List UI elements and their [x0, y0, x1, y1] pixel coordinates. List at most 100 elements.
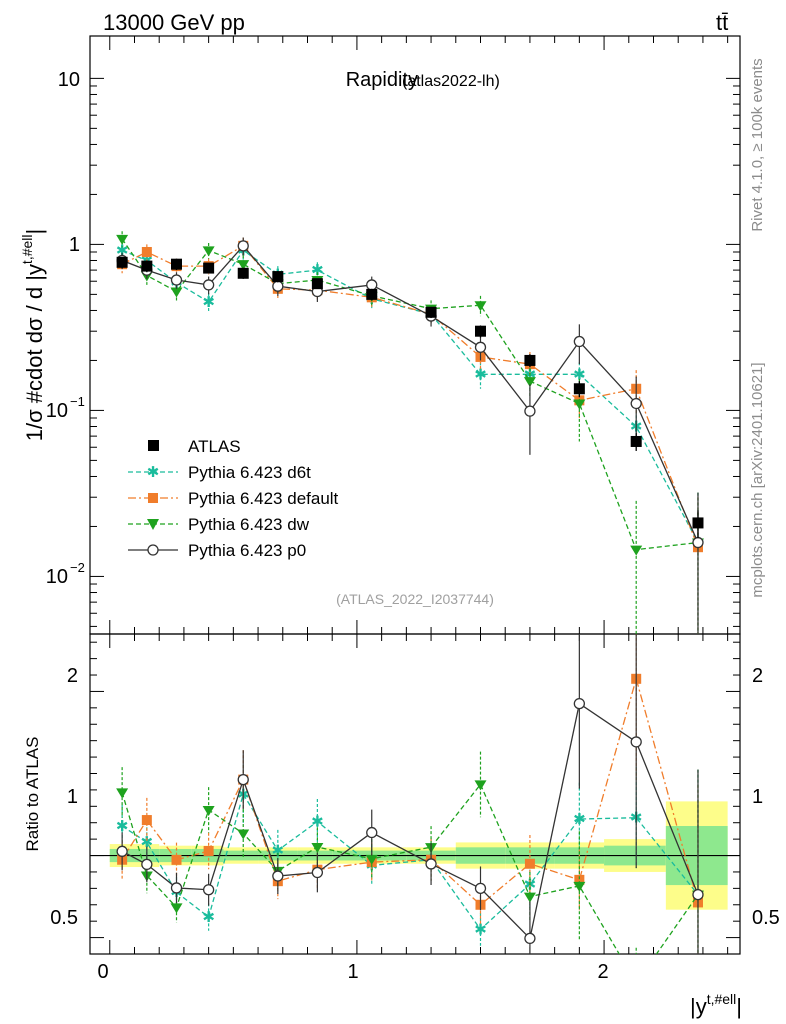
ratio-point-default [171, 854, 182, 865]
source-label: mcplots.cern.ch [arXiv:2401.10621] [749, 362, 766, 597]
ratio-point-p0 [237, 773, 249, 786]
ratio-point-default [141, 815, 152, 826]
legend-item-default: Pythia 6.423 default [128, 489, 339, 508]
legend-label-p0: Pythia 6.423 p0 [188, 541, 306, 560]
ratio-point-p0 [524, 932, 536, 945]
main-plot-area: ✱✱✱✱✱✱✱✱✱✱✱✱✱✱ [116, 231, 704, 634]
ratio-point-p0 [141, 858, 153, 871]
data-point-atlas [311, 278, 323, 290]
ratio-tick-labels: 2 1 0.5 2 1 0.5 [50, 665, 780, 929]
ratio-line-d6t [121, 792, 699, 931]
rivet-label-text: Rivet 4.1.0, ≥ 100k events [749, 58, 766, 231]
energy-label: 13000 GeV pp [103, 10, 245, 35]
x-tick-label-1: 1 [347, 961, 358, 983]
legend-item-atlas: ATLAS [148, 437, 241, 456]
ratio-line-dw [121, 783, 699, 954]
series-point-dw [523, 377, 536, 388]
legend-marker-atlas [148, 440, 159, 451]
ratio-point-dw [523, 892, 536, 903]
series-point-d6t: ✱ [474, 366, 487, 383]
ratio-point-p0 [311, 866, 324, 879]
ratio-point-p0 [474, 882, 487, 895]
ratio-tick-left-2: 2 [67, 665, 78, 687]
ratio-point-dw [630, 979, 642, 989]
series-point-d6t: ✱ [116, 242, 129, 259]
plot-title-sub: (atlas2022-lh) [402, 73, 500, 90]
legend-label-dw: Pythia 6.423 dw [188, 515, 310, 534]
ratio-point-default [574, 874, 585, 885]
legend-label-d6t: Pythia 6.423 d6t [188, 463, 311, 482]
x-tick-label-2: 2 [597, 961, 608, 983]
series-point-dw [116, 234, 129, 245]
series-point-p0 [573, 335, 586, 348]
y-tick-label-0.01: 10 [46, 566, 68, 588]
rivet-label: Rivet 4.1.0, ≥ 100k events [749, 58, 766, 231]
ratio-point-dw [170, 903, 183, 914]
series-point-p0 [474, 341, 487, 353]
legend-marker-p0 [147, 544, 159, 556]
ratio-point-p0 [425, 858, 437, 870]
ratio-point-d6t: ✱ [573, 811, 586, 828]
ratio-point-dw [474, 780, 487, 791]
series-point-dw [474, 301, 487, 312]
series-point-p0 [202, 279, 215, 291]
ratio-plot-area: ✱✱✱✱✱✱✱✱✱✱✱✱✱✱ [116, 634, 704, 989]
series-point-d6t: ✱ [202, 294, 215, 311]
data-point-atlas [524, 354, 536, 366]
analysis-id-label: (ATLAS_2022_I2037744) [336, 591, 494, 607]
y-axis-title-text: 1/σ #cdot dσ / d |yt,#ell| [19, 229, 47, 441]
series-point-dw [170, 287, 183, 298]
ratio-point-dw [116, 788, 129, 799]
x-tick-label-0: 0 [97, 961, 108, 983]
data-point-atlas [116, 256, 128, 268]
legend-marker-default [148, 493, 158, 503]
main-axis-ticks [90, 36, 740, 634]
ratio-tick-right-0.5: 0.5 [752, 907, 780, 929]
legend-marker-dw [147, 519, 159, 530]
series-point-p0 [524, 405, 536, 417]
data-point-atlas [203, 262, 215, 274]
data-point-atlas [425, 306, 437, 318]
x-tick-labels: 0 1 2 [97, 961, 608, 983]
y-tick-label-1: 1 [69, 234, 80, 256]
legend-label-default: Pythia 6.423 default [188, 489, 339, 508]
data-point-atlas [272, 271, 284, 283]
y-tick-label-0.1: 10 [46, 400, 68, 422]
plot-title: Rapidity [346, 69, 418, 91]
ratio-point-p0 [116, 845, 128, 857]
ratio-tick-left-1: 1 [67, 786, 78, 808]
series-point-p0 [272, 280, 284, 292]
ratio-point-d6t: ✱ [116, 818, 129, 835]
series-point-p0 [170, 274, 183, 286]
legend-item-d6t: ✱ Pythia 6.423 d6t [128, 463, 311, 482]
series-point-p0 [237, 240, 249, 252]
series-point-dw [202, 246, 215, 257]
y-tick-exp-0.1: −1 [70, 394, 85, 409]
ratio-point-default [524, 858, 535, 869]
ratio-point-d6t: ✱ [202, 909, 215, 926]
ratio-point-p0 [630, 736, 642, 748]
series-point-dw [630, 545, 643, 556]
ratio-axis-title: Ratio to ATLAS [23, 737, 42, 852]
series-point-dw [237, 260, 250, 271]
data-point-atlas [366, 288, 378, 300]
ratio-point-p0 [272, 870, 284, 882]
ratio-point-p0 [573, 697, 586, 710]
series-point-default [141, 246, 152, 257]
ratio-point-default [203, 845, 214, 856]
legend: ATLAS ✱ Pythia 6.423 d6t Pythia 6.423 de… [128, 437, 339, 560]
ratio-point-dw [237, 829, 250, 840]
ratio-point-p0 [692, 888, 704, 901]
ratio-point-d6t: ✱ [474, 921, 487, 938]
ratio-point-d6t: ✱ [141, 834, 154, 851]
y-axis-title: 1/σ #cdot dσ / d |yt,#ell| [19, 229, 47, 441]
ratio-point-d6t: ✱ [311, 814, 324, 831]
series-line-d6t [121, 249, 699, 543]
data-point-atlas [630, 435, 642, 447]
data-point-atlas [573, 383, 585, 395]
ratio-plot-frame [89, 633, 741, 955]
data-point-atlas [692, 517, 704, 529]
legend-item-p0: Pythia 6.423 p0 [128, 541, 306, 560]
series-point-dw [573, 399, 586, 410]
